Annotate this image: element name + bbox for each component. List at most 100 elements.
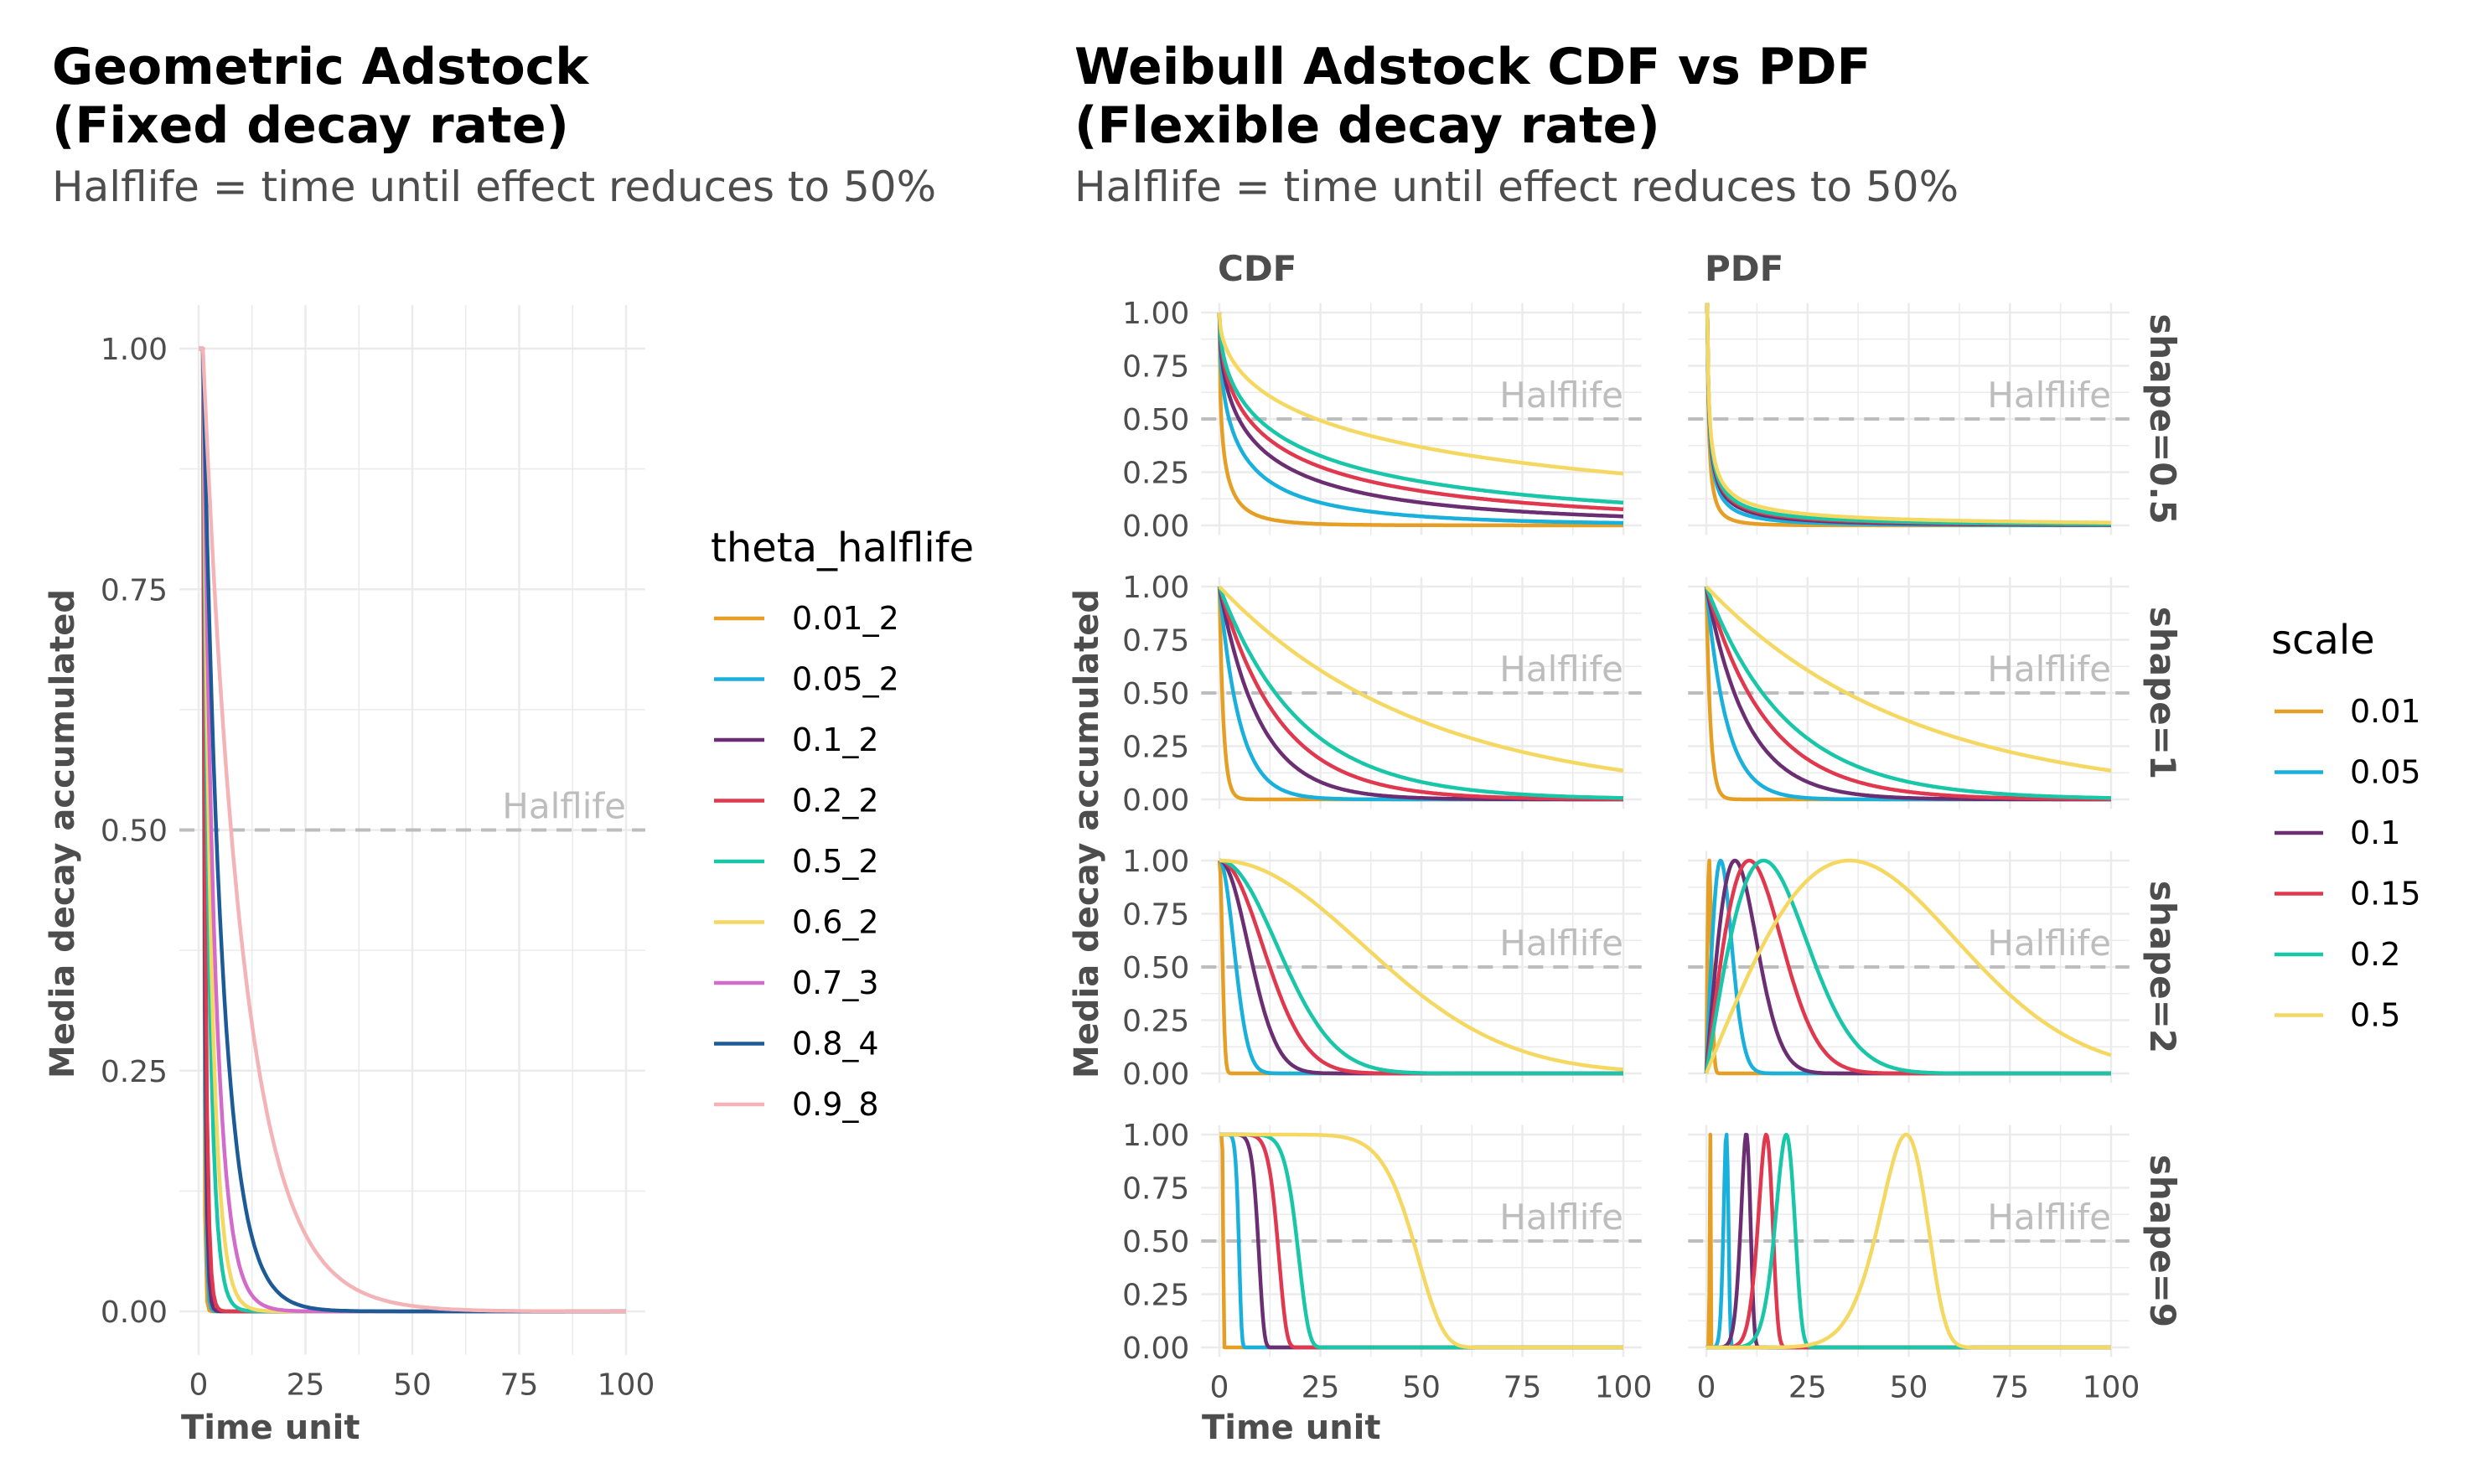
left-subtitle: Halflife = time until effect reduces to … (52, 163, 936, 211)
legend-label: 0.7_3 (792, 964, 879, 1001)
facet-row-strip-group: shape=0.5 (2142, 313, 2183, 524)
y-tick-label: 1.00 (1122, 845, 1189, 879)
weibull-line-CDF-shape=2-0.5 (1218, 858, 1625, 1072)
y-tick-label: 0.75 (101, 573, 168, 608)
x-tick-label: 25 (1302, 1370, 1340, 1404)
weibull-line-PDF-shape=1-0.15 (1704, 586, 2113, 801)
weibull-legend: 0.01 0.05 0.1 0.15 0.2 0.5 (2275, 693, 2421, 1034)
weibull-line-CDF-shape=1-0.15 (1217, 586, 1625, 801)
legend-label: 0.1_2 (792, 721, 879, 758)
geometric-plot-panel: 0.00 0.25 0.50 0.75 1.00 0 25 50 75 100 Halflife (101, 305, 655, 1403)
right-x-axis-label: Time unit (1202, 1409, 1381, 1447)
x-tick-label: 75 (1504, 1370, 1542, 1404)
x-tick-label: 75 (500, 1368, 539, 1403)
legend-label: 0.5 (2350, 997, 2400, 1034)
y-tick-label: 0.50 (1122, 677, 1189, 711)
x-tick-label: 100 (2083, 1370, 2140, 1404)
y-tick-label: 0.75 (1122, 898, 1189, 933)
series-group (1217, 858, 1625, 1076)
left-y-axis-label: Media decay accumulated (44, 589, 82, 1078)
left-title-line1: Geometric Adstock (52, 38, 590, 96)
x-tick-label: 25 (1788, 1370, 1827, 1404)
legend-label: 0.05 (2350, 754, 2421, 791)
y-tick-label: 1.00 (101, 333, 168, 367)
y-tick-label: 0.00 (1122, 1331, 1189, 1366)
legend-label: 0.2 (2350, 936, 2400, 973)
facet-row-strip: shape=1 (2142, 607, 2183, 779)
y-tick-label: 0.50 (101, 814, 168, 849)
series-group (1217, 312, 1625, 528)
y-tick-label: 1.00 (1122, 297, 1189, 331)
weibull-line-CDF-shape=9-0.5 (1218, 1132, 1625, 1350)
legend-label: 0.05_2 (792, 661, 899, 698)
series-group (199, 346, 626, 1314)
facet-row-strip: shape=9 (2142, 1155, 2183, 1327)
weibull-line-CDF-shape=0.5-0.01 (1217, 312, 1625, 528)
y-tick-label: 0.00 (1122, 509, 1189, 544)
y-tick-label: 0.00 (101, 1295, 168, 1330)
halflife-label: Halflife (1499, 375, 1623, 416)
legend-label: 0.9_8 (792, 1086, 879, 1123)
facet-row-strip: shape=0.5 (2142, 313, 2183, 524)
x-tick-label: 0 (1210, 1370, 1229, 1404)
right-title-line2: (Flexible decay rate) (1074, 96, 1660, 155)
facet-panel-CDF-shape=9: 0.00 0.25 0.50 0.75 1.00 0 25 50 75 100 Halflife (1122, 1119, 1652, 1404)
y-tick-label: 0.25 (101, 1055, 168, 1089)
facet-col-strip: PDF (1705, 248, 1783, 289)
y-tick-label: 0.25 (1122, 1005, 1189, 1039)
y-tick-label: 0.25 (1122, 731, 1189, 765)
left-legend-title: theta_halflife (711, 525, 974, 571)
facet-row-strip-group: shape=2 (2142, 881, 2183, 1053)
legend-label: 0.15 (2350, 876, 2421, 913)
facet-row-strip-group: shape=1 (2142, 607, 2183, 779)
x-tick-label: 50 (393, 1368, 432, 1403)
facet-panel-CDF-shape=1: 0.00 0.25 0.50 0.75 1.00 Halflife (1122, 571, 1642, 818)
series-group (1218, 1132, 1625, 1350)
right-title-line1: Weibull Adstock CDF vs PDF (1074, 38, 1871, 96)
halflife-label: Halflife (1499, 1197, 1623, 1238)
x-tick-label: 75 (1990, 1370, 2029, 1404)
facet-row-strip-group: shape=9 (2142, 1155, 2183, 1327)
left-title-line2: (Fixed decay rate) (52, 96, 569, 155)
right-legend-title: scale (2271, 617, 2375, 664)
series-group (1704, 585, 2113, 802)
halflife-label: Halflife (1499, 923, 1623, 964)
y-tick-label: 0.25 (1122, 457, 1189, 491)
series-group (1217, 585, 1625, 802)
facet-panel-CDF-shape=0.5: 0.00 0.25 0.50 0.75 1.00 Halflife (1122, 297, 1642, 544)
series-group (1705, 302, 2113, 528)
weibull-line-CDF-shape=1-0.2 (1217, 586, 1625, 800)
x-tick-label: 100 (1595, 1370, 1653, 1404)
geometric-line-0.9_8 (199, 346, 626, 1314)
geometric-legend: 0.01_2 0.05_2 0.1_2 0.2_2 0.5_2 0.6_2 0.7_3 0.8… (714, 600, 899, 1123)
halflife-label: Halflife (1987, 1197, 2111, 1238)
facet-panel-CDF-shape=2: 0.00 0.25 0.50 0.75 1.00 Halflife (1122, 845, 1642, 1092)
legend-label: 0.1 (2350, 814, 2400, 851)
weibull-line-CDF-shape=0.5-0.2 (1217, 312, 1625, 505)
y-tick-label: 1.00 (1122, 571, 1189, 605)
y-tick-label: 0.50 (1122, 951, 1189, 985)
halflife-label: Halflife (1987, 923, 2111, 964)
x-tick-label: 0 (189, 1368, 209, 1403)
weibull-line-PDF-shape=1-0.5 (1705, 585, 2113, 773)
x-tick-label: 0 (1697, 1370, 1716, 1404)
y-tick-label: 0.00 (1122, 783, 1189, 818)
weibull-line-PDF-shape=0.5-0.5 (1705, 302, 2113, 525)
y-tick-label: 0.50 (1122, 1225, 1189, 1259)
weibull-line-PDF-shape=2-0.5 (1704, 858, 2113, 1074)
halflife-label: Halflife (1987, 649, 2111, 690)
facet-panel-PDF-shape=0.5: Halflife (1688, 302, 2130, 535)
y-tick-label: 1.00 (1122, 1119, 1189, 1153)
x-tick-label: 50 (1890, 1370, 1928, 1404)
legend-label: 0.01_2 (792, 600, 899, 637)
x-tick-label: 25 (287, 1368, 325, 1403)
y-tick-label: 0.25 (1122, 1279, 1189, 1313)
right-subtitle: Halflife = time until effect reduces to … (1074, 163, 1959, 211)
weibull-line-CDF-shape=0.5-0.05 (1217, 312, 1625, 525)
left-x-axis-label: Time unit (181, 1409, 360, 1447)
weibull-line-CDF-shape=0.5-0.15 (1217, 312, 1625, 512)
halflife-label: Halflife (1499, 649, 1623, 690)
weibull-line-CDF-shape=0.5-0.1 (1217, 312, 1625, 519)
legend-label: 0.8_4 (792, 1026, 879, 1063)
